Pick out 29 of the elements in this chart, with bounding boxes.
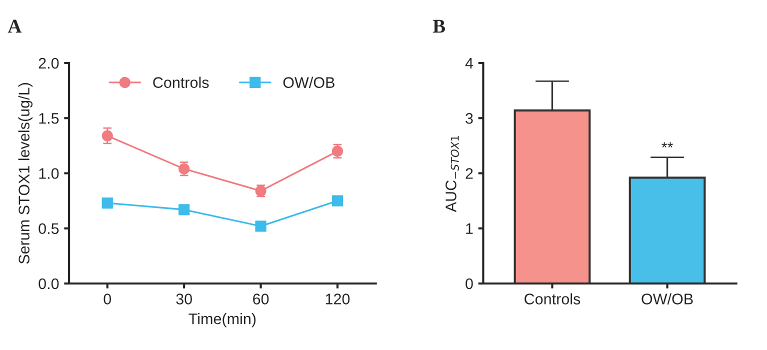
point bbox=[102, 130, 113, 142]
point bbox=[332, 195, 344, 206]
chart-title: B bbox=[432, 20, 446, 33]
legend-label: Controls bbox=[153, 76, 209, 88]
y-tick-label: 3 bbox=[466, 112, 473, 124]
point bbox=[102, 197, 113, 209]
y-tick-label: 1.0 bbox=[39, 168, 59, 179]
y-tick-label: 0 bbox=[466, 278, 473, 290]
y-tick-label: 1 bbox=[466, 223, 473, 234]
y-tick-label: 0.5 bbox=[38, 223, 59, 234]
x-tick-label: 120 bbox=[326, 294, 350, 304]
y-axis-title: AUC$_{−STOX1}$ bbox=[446, 136, 459, 212]
y-tick-label: 1.5 bbox=[39, 113, 59, 124]
y-tick-label: 2.0 bbox=[38, 58, 59, 69]
x-tick-label: OW/OB bbox=[642, 293, 693, 304]
y-tick-label: 4 bbox=[465, 58, 474, 69]
y-axis-title: Serum STOX1 levels(ug/L) bbox=[18, 83, 33, 264]
x-axis-title: Time(min) bbox=[188, 313, 256, 328]
x-tick-label: Controls bbox=[524, 293, 580, 304]
point bbox=[255, 220, 266, 232]
x-tick-label: 60 bbox=[253, 294, 269, 304]
annotation: ** bbox=[662, 142, 673, 148]
y-tick-label: 2 bbox=[466, 168, 473, 179]
y-tick-label: 0.0 bbox=[38, 278, 59, 290]
legend-label: OW/OB bbox=[283, 76, 334, 88]
x-tick-label: 30 bbox=[176, 294, 192, 304]
chart-title: A bbox=[8, 20, 22, 33]
point bbox=[178, 204, 190, 216]
x-tick-label: 0 bbox=[104, 294, 112, 304]
